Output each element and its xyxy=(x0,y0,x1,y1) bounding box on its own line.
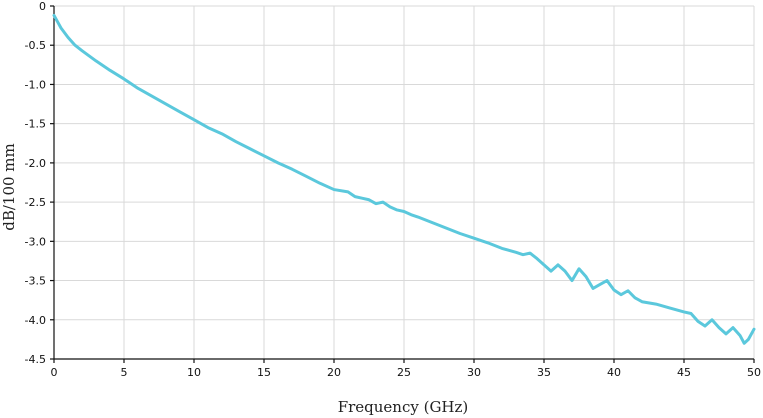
grid xyxy=(53,5,755,360)
tick-labels: 0 5 10 15 20 25 30 35 40 45 50 0 -0.5 -1.0 -1.5 -2.0 -2.… xyxy=(25,0,761,379)
x-tick-label: 45 xyxy=(677,366,691,379)
y-tick-label: -3.0 xyxy=(25,235,46,248)
x-tick-label: 15 xyxy=(257,366,271,379)
x-tick-label: 50 xyxy=(747,366,761,379)
x-tick-label: 10 xyxy=(187,366,201,379)
y-tick-label: 0 xyxy=(39,0,46,13)
y-tick-label: -1.0 xyxy=(25,78,46,91)
y-tick-label: -1.5 xyxy=(25,118,46,131)
x-tick-label: 30 xyxy=(467,366,481,379)
x-tick-label: 25 xyxy=(397,366,411,379)
y-tick-label: -4.5 xyxy=(25,353,46,366)
x-tick-label: 40 xyxy=(607,366,621,379)
series-line-0 xyxy=(52,13,756,345)
y-tick-label: -2.0 xyxy=(25,157,46,170)
y-tick-label: -3.5 xyxy=(25,275,46,288)
x-tick-label: 20 xyxy=(327,366,341,379)
y-tick-label: -0.5 xyxy=(25,39,46,52)
x-tick-label: 0 xyxy=(51,366,58,379)
x-axis-title: Frequency (GHz) xyxy=(338,398,469,416)
x-tick-label: 5 xyxy=(121,366,128,379)
axes xyxy=(50,5,755,363)
series-layer xyxy=(52,13,756,345)
x-tick-label: 35 xyxy=(537,366,551,379)
y-tick-label: -2.5 xyxy=(25,196,46,209)
y-axis-title: dB/100 mm xyxy=(0,143,18,231)
y-tick-label: -4.0 xyxy=(25,314,46,327)
